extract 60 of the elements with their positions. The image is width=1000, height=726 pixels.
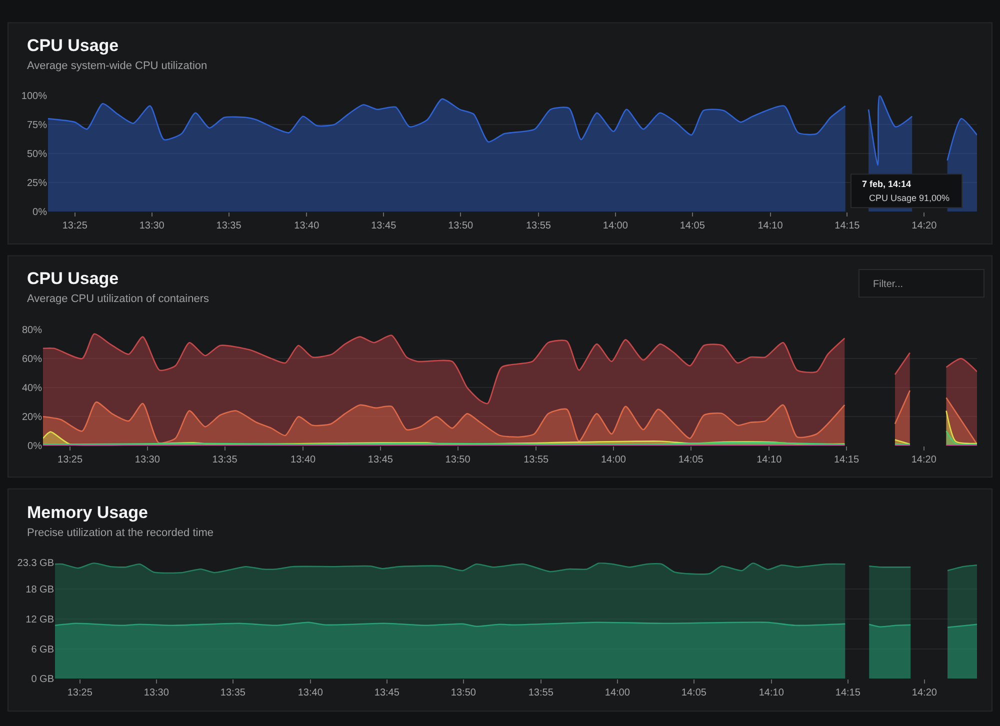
y-tick-label: 25% bbox=[26, 178, 48, 190]
x-tick-label: 14:15 bbox=[835, 688, 861, 699]
x-tick-label: 13:55 bbox=[528, 688, 554, 699]
x-tick-label: 13:45 bbox=[374, 688, 400, 699]
x-tick-label: 14:00 bbox=[602, 220, 628, 232]
chart-subtitle: Average CPU utilization of containers bbox=[27, 293, 210, 305]
x-tick-label: 13:50 bbox=[450, 688, 476, 699]
x-tick-label: 14:10 bbox=[758, 688, 784, 699]
chart-title: CPU Usage bbox=[27, 269, 119, 288]
x-tick-label: 14:10 bbox=[756, 454, 782, 466]
y-tick-label: 0% bbox=[28, 441, 42, 452]
x-tick-label: 13:45 bbox=[368, 454, 394, 466]
x-tick-label: 13:30 bbox=[139, 220, 165, 232]
x-tick-label: 14:05 bbox=[680, 220, 706, 232]
x-tick-label: 14:00 bbox=[600, 454, 626, 466]
x-tick-label: 13:45 bbox=[371, 220, 397, 232]
annotation: CPU Usage 91,00% bbox=[869, 193, 950, 203]
chart-title: CPU Usage bbox=[27, 36, 119, 55]
x-tick-label: 14:05 bbox=[678, 454, 704, 466]
x-tick-label: 14:20 bbox=[911, 454, 937, 466]
x-tick-label: 13:40 bbox=[294, 220, 320, 232]
y-tick-label: 20% bbox=[22, 412, 42, 424]
x-tick-label: 14:20 bbox=[912, 220, 938, 232]
x-tick-label: 14:10 bbox=[758, 220, 784, 232]
x-tick-label: 13:25 bbox=[67, 688, 93, 699]
x-tick-label: 14:15 bbox=[834, 454, 860, 466]
x-tick-label: 13:40 bbox=[290, 454, 316, 466]
annotation: 7 feb, 14:14 bbox=[862, 179, 912, 189]
x-tick-label: 13:35 bbox=[216, 220, 242, 232]
y-tick-label: 0 GB bbox=[31, 674, 54, 686]
y-tick-label: 40% bbox=[22, 383, 42, 394]
x-tick-label: 13:35 bbox=[212, 454, 238, 466]
x-tick-label: 14:00 bbox=[604, 688, 630, 699]
x-tick-label: 14:20 bbox=[912, 688, 938, 699]
y-tick-label: 0% bbox=[32, 207, 48, 218]
x-tick-label: 13:35 bbox=[220, 688, 246, 699]
chart-title: Memory Usage bbox=[27, 503, 148, 522]
y-tick-label: 23.3 GB bbox=[17, 558, 54, 570]
x-tick-label: 13:25 bbox=[58, 454, 83, 466]
y-tick-label: 12 GB bbox=[26, 614, 54, 626]
y-tick-label: 75% bbox=[26, 120, 48, 131]
x-tick-label: 13:55 bbox=[524, 454, 550, 466]
y-tick-label: 6 GB bbox=[31, 644, 54, 656]
x-tick-label: 13:30 bbox=[144, 688, 170, 699]
text: Filter... bbox=[873, 279, 904, 290]
x-tick-label: 13:25 bbox=[62, 220, 88, 232]
y-tick-label: 50% bbox=[26, 149, 48, 160]
chart-subtitle: Precise utilization at the recorded time bbox=[27, 527, 214, 539]
x-tick-label: 13:50 bbox=[445, 454, 471, 466]
x-tick-label: 13:50 bbox=[448, 220, 474, 232]
y-tick-label: 80% bbox=[22, 325, 42, 336]
x-tick-label: 14:05 bbox=[681, 688, 707, 699]
x-tick-label: 13:40 bbox=[298, 688, 324, 699]
x-tick-label: 13:30 bbox=[134, 454, 160, 466]
y-tick-label: 18 GB bbox=[26, 584, 54, 596]
y-tick-label: 100% bbox=[21, 90, 48, 102]
chart-subtitle: Average system-wide CPU utilization bbox=[27, 60, 208, 72]
x-tick-label: 13:55 bbox=[526, 220, 552, 232]
x-tick-label: 14:15 bbox=[834, 220, 860, 232]
y-tick-label: 60% bbox=[22, 354, 42, 366]
